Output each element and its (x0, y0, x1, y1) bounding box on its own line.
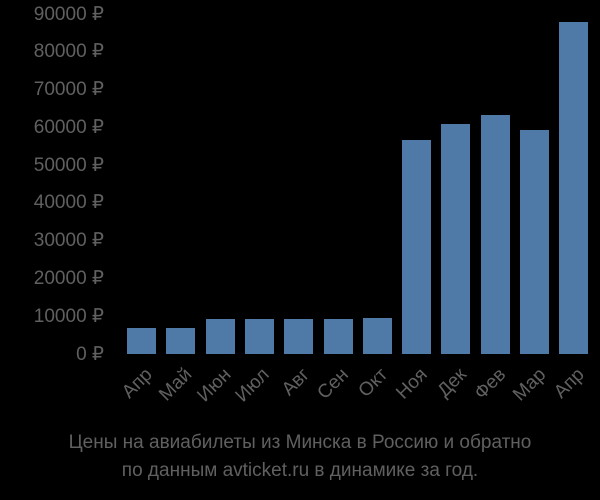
bar (559, 22, 589, 355)
chart-caption-line-1: Цены на авиабилеты из Минска в Россию и … (68, 432, 532, 453)
x-tick-label: Апр (549, 364, 589, 403)
bar (362, 317, 392, 355)
y-tick-label: 20000 ₽ (33, 267, 104, 289)
y-tick-label: 60000 ₽ (33, 116, 104, 138)
x-tick-label: Июн (193, 364, 236, 407)
x-tick-label: Ноя (391, 364, 432, 404)
y-tick-label: 70000 ₽ (33, 79, 104, 101)
y-tick-label: 40000 ₽ (33, 192, 104, 214)
x-tick-label: Мар (508, 364, 550, 406)
chart-caption-line-2: по данным avticket.ru в динамике за год. (121, 460, 479, 481)
x-tick-label: Окт (354, 364, 393, 402)
bar (205, 318, 235, 355)
bar (402, 139, 432, 355)
y-tick-label: 30000 ₽ (33, 230, 104, 252)
bar (166, 328, 196, 355)
x-tick-label: Май (154, 364, 197, 406)
bar (480, 114, 510, 355)
bar (323, 318, 353, 355)
bar (127, 328, 156, 355)
y-tick-label: 0 ₽ (76, 343, 104, 365)
x-tick-label: Дек (433, 364, 471, 402)
bar (520, 130, 549, 355)
bar (284, 318, 314, 355)
bar (244, 318, 274, 355)
y-tick-label: 80000 ₽ (33, 41, 104, 63)
x-tick-label: Сен (313, 364, 353, 404)
x-tick-label: Авг (277, 364, 314, 401)
y-tick-label: 10000 ₽ (33, 305, 104, 327)
bar (441, 124, 471, 355)
y-tick-label: 50000 ₽ (33, 154, 104, 176)
x-tick-label: Апр (117, 364, 157, 403)
y-tick-label: 90000 ₽ (33, 3, 104, 25)
x-tick-label: Июл (231, 364, 275, 407)
x-tick-label: Фев (470, 364, 511, 404)
